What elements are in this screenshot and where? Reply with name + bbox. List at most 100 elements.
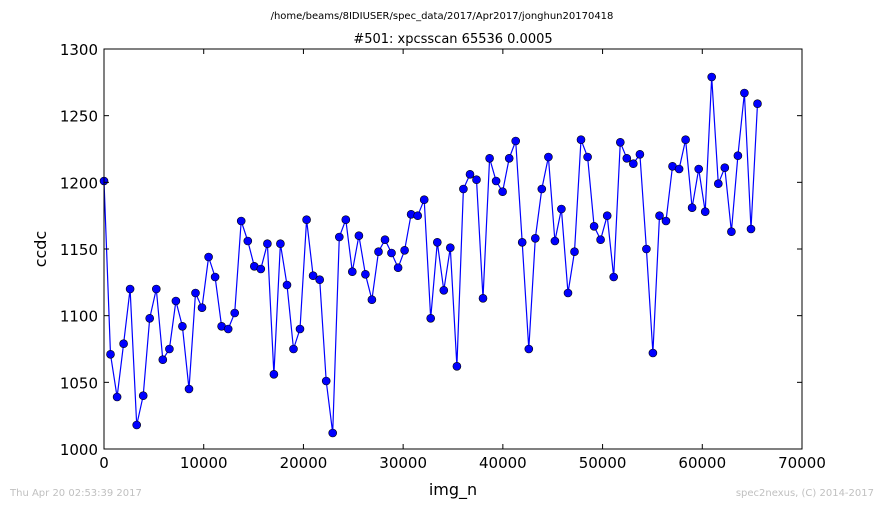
data-point <box>374 247 383 256</box>
data-point <box>432 238 442 247</box>
data-point <box>615 138 625 147</box>
data-point <box>230 308 239 318</box>
data-point <box>674 164 684 174</box>
data-point <box>184 384 194 394</box>
data-point <box>439 285 449 295</box>
data-point <box>485 154 494 163</box>
data-point <box>472 175 481 184</box>
data-point <box>609 272 619 282</box>
data-point <box>282 280 292 290</box>
data-point <box>158 355 168 365</box>
data-point <box>236 216 246 226</box>
x-tick-label: 0 <box>99 454 109 472</box>
data-point <box>753 99 762 108</box>
data-point <box>367 295 377 305</box>
data-point <box>707 72 717 82</box>
data-point <box>106 349 115 359</box>
data-point <box>393 263 403 273</box>
x-tick-label: 60000 <box>678 454 726 472</box>
data-point <box>642 244 651 254</box>
data-point <box>681 135 690 144</box>
y-tick-label: 1200 <box>60 174 98 192</box>
data-point <box>315 275 325 285</box>
data-point <box>119 339 128 349</box>
data-point <box>570 247 579 256</box>
y-tick-label: 1150 <box>60 241 98 259</box>
data-point <box>635 150 645 159</box>
data-point <box>628 159 638 168</box>
data-point <box>504 154 514 163</box>
data-point <box>733 151 743 160</box>
footer-timestamp: Thu Apr 20 02:53:39 2017 <box>10 488 142 499</box>
data-point <box>302 215 311 224</box>
data-point <box>602 211 612 220</box>
data-point <box>321 376 331 386</box>
data-point <box>256 264 266 274</box>
data-point <box>740 88 749 98</box>
data-point <box>524 344 534 354</box>
data-point <box>191 288 200 298</box>
x-axis: 0 10000 20000 30000 40000 50000 60000 70000 <box>99 49 826 472</box>
data-point <box>276 239 285 248</box>
data-point <box>491 176 501 186</box>
data-point <box>204 252 213 262</box>
data-point <box>419 195 429 204</box>
data-point <box>347 267 357 277</box>
data-point <box>511 136 521 146</box>
data-point <box>517 238 527 247</box>
data-point <box>361 269 370 279</box>
data-point <box>138 391 148 401</box>
data-point <box>328 428 338 438</box>
data-point <box>563 288 573 298</box>
chart-suptitle: /home/beams/8IDIUSER/spec_data/2017/Apr2… <box>271 11 614 22</box>
data-point <box>413 211 423 220</box>
data-point <box>576 135 586 144</box>
data-point <box>530 234 540 243</box>
data-point <box>694 164 704 174</box>
data-point <box>544 152 553 162</box>
x-tick-label: 10000 <box>180 454 228 472</box>
data-point <box>112 392 122 402</box>
x-tick-label: 70000 <box>778 454 826 472</box>
chart-title: #501: xpcsscan 65536 0.0005 <box>353 32 552 47</box>
data-point <box>589 222 599 231</box>
x-axis-label: img_n <box>429 480 477 500</box>
x-tick-label: 30000 <box>379 454 427 472</box>
x-tick-label: 40000 <box>479 454 527 472</box>
data-point <box>700 207 710 216</box>
data-point <box>387 248 396 258</box>
y-tick-label: 1100 <box>60 308 98 326</box>
data-point <box>269 369 279 379</box>
data-point <box>400 246 409 255</box>
data-point <box>223 324 233 334</box>
y-axis-label: ccdc <box>31 231 50 268</box>
y-tick-label: 1250 <box>60 108 98 126</box>
data-point <box>713 179 723 188</box>
data-point <box>478 293 488 303</box>
x-tick-label: 20000 <box>280 454 328 472</box>
data-point <box>354 231 364 240</box>
data-point <box>687 203 697 212</box>
data-point <box>308 271 318 281</box>
data-point <box>263 239 272 248</box>
data-point <box>197 303 207 313</box>
data-point <box>550 236 560 246</box>
data-point <box>452 361 462 371</box>
data-point <box>295 324 305 334</box>
data-point <box>459 184 468 194</box>
x-tick-label: 50000 <box>579 454 627 472</box>
data-point <box>445 243 455 252</box>
data-point <box>596 235 605 244</box>
data-point <box>171 296 181 306</box>
data-point <box>341 215 351 224</box>
data-point <box>498 187 507 196</box>
data-point <box>243 236 253 246</box>
data-point <box>661 216 671 226</box>
data-point <box>557 204 566 214</box>
footer-credit: spec2nexus, (C) 2014-2017 <box>735 488 874 499</box>
data-point <box>622 154 632 163</box>
data-point <box>132 420 141 430</box>
data-point <box>125 284 135 294</box>
data-point <box>727 227 736 236</box>
